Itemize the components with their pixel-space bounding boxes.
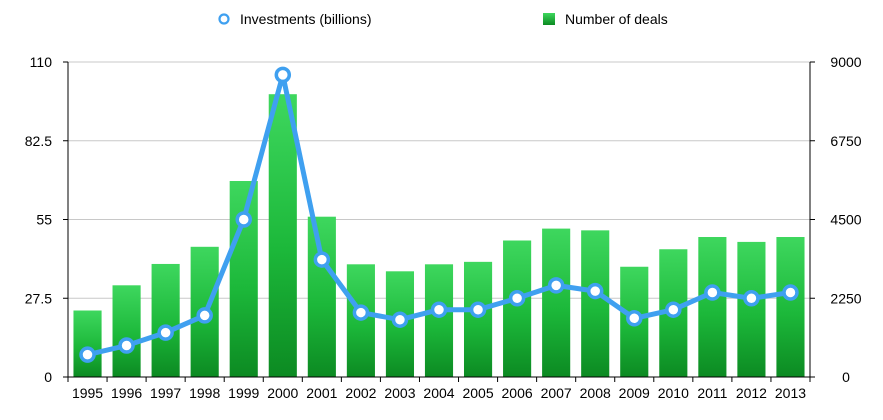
x-tick-label-1998: 1998: [189, 385, 220, 401]
left-tick-label: 0: [44, 369, 52, 385]
point-investments-2003: [391, 311, 409, 328]
bar-deals-2007: [542, 228, 571, 377]
right-tick-label: 4500: [830, 212, 861, 228]
point-investments-2007: [547, 277, 565, 294]
bar-deals-1997: [151, 263, 180, 377]
x-tick-label-1995: 1995: [72, 385, 103, 401]
x-tick-label-2002: 2002: [345, 385, 376, 401]
legend-label-investments: Investments (billions): [240, 11, 372, 27]
point-investments-1997: [157, 324, 174, 341]
point-investments-2012: [743, 290, 760, 307]
point-investments-2009: [626, 310, 643, 327]
bar-deals-2012: [737, 241, 766, 377]
right-tick-label: 0: [842, 369, 850, 385]
x-tick-label-2010: 2010: [658, 385, 689, 401]
x-tick-label-2012: 2012: [736, 385, 767, 401]
point-investments-2010: [665, 301, 682, 318]
x-tick-label-2005: 2005: [462, 385, 493, 401]
axes: [63, 61, 815, 382]
right-tick-label: 6750: [830, 133, 861, 149]
legend-label-deals: Number of deals: [565, 11, 668, 27]
x-tick-label-2004: 2004: [423, 385, 454, 401]
legend-marker-investments: [218, 13, 230, 25]
bar-deals-2008: [581, 230, 610, 377]
bar-deals-2001: [307, 216, 336, 377]
x-tick-label-2003: 2003: [384, 385, 415, 401]
x-tick-label-1997: 1997: [150, 385, 181, 401]
x-tick-label-1996: 1996: [111, 385, 142, 401]
x-tick-label-2013: 2013: [775, 385, 806, 401]
point-investments-2001: [313, 251, 331, 268]
x-tick-label-1999: 1999: [228, 385, 259, 401]
point-investments-1999: [235, 211, 252, 228]
left-tick-label: 110: [30, 54, 53, 70]
point-investments-2002: [352, 304, 370, 321]
left-tick-label: 55: [36, 212, 52, 228]
bar-deals-2006: [503, 240, 532, 377]
bar-deals-1996: [112, 285, 141, 377]
bar-deals-2013: [776, 237, 805, 377]
point-investments-1995: [79, 346, 96, 363]
legend-item-investments: Investments (billions): [218, 11, 372, 27]
labels-layer: 0 0 27.5 2250 55 4500 82.5 6750 110 9000 1995 1996 1…: [25, 54, 862, 401]
x-tick-label-2007: 2007: [541, 385, 572, 401]
point-investments-2000: [274, 66, 292, 84]
x-tick-label-2001: 2001: [306, 385, 337, 401]
left-tick-label: 82.5: [25, 133, 52, 149]
legend-marker-deals: [543, 13, 555, 25]
point-investments-1996: [118, 337, 135, 354]
x-tick-label-2009: 2009: [619, 385, 650, 401]
right-tick-label: 2250: [830, 290, 861, 306]
x-tick-label-2008: 2008: [580, 385, 611, 401]
left-tick-label: 27.5: [25, 290, 52, 306]
bar-deals-2005: [463, 261, 493, 377]
point-investments-2006: [508, 290, 526, 307]
point-investments-1998: [196, 307, 213, 324]
point-investments-2011: [704, 284, 721, 301]
right-tick-label: 9000: [830, 54, 861, 70]
x-tick-label-2006: 2006: [502, 385, 533, 401]
point-investments-2005: [469, 301, 487, 318]
legend: Investments (billions) Number of deals: [218, 11, 668, 27]
legend-item-deals: Number of deals: [543, 11, 668, 27]
points-layer: [79, 66, 799, 363]
point-investments-2008: [586, 282, 604, 300]
bar-deals-1995: [73, 310, 102, 377]
point-investments-2004: [430, 301, 448, 318]
bars-layer: [73, 94, 805, 377]
bar-deals-2004: [424, 264, 454, 377]
x-tick-label-2000: 2000: [267, 385, 298, 401]
x-tick-label-2011: 2011: [697, 385, 727, 401]
point-investments-2013: [782, 284, 799, 301]
bar-deals-2000: [268, 94, 297, 377]
bar-deals-2011: [698, 237, 727, 377]
